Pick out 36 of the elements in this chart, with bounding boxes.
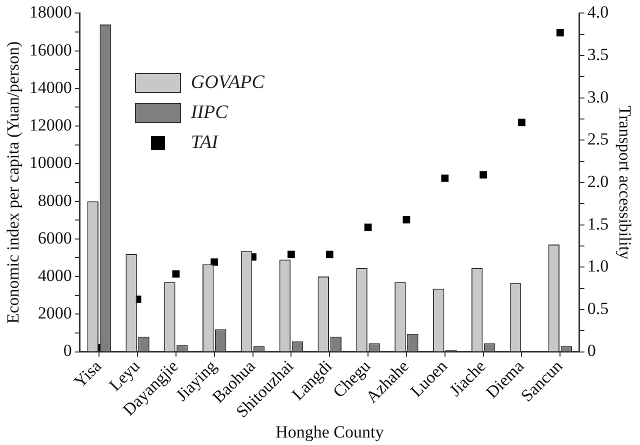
y2-tick-label: 2.0 xyxy=(587,172,609,191)
point xyxy=(364,224,372,232)
point xyxy=(172,270,180,278)
legend-label: GOVAPC xyxy=(190,71,264,96)
y2-axis-title: Transport accessibility xyxy=(615,106,634,260)
y2-tick-label: 0.5 xyxy=(587,298,609,318)
y-tick-label: 2000 xyxy=(38,304,72,323)
point xyxy=(402,216,410,224)
y2-tick-label: 1.0 xyxy=(587,256,609,276)
y2-tick-label: 1.5 xyxy=(587,214,609,234)
y2-tick-label: 2.5 xyxy=(587,130,609,149)
point xyxy=(518,118,526,126)
y-tick-label: 14000 xyxy=(29,78,72,97)
point xyxy=(480,171,487,179)
y-tick-label: 4000 xyxy=(38,266,72,285)
x-tick-label: Yisa xyxy=(70,356,106,392)
y-tick-label: 16000 xyxy=(29,40,72,60)
y2-tick-label: 0 xyxy=(587,341,596,360)
point xyxy=(326,250,334,258)
point xyxy=(288,250,295,258)
legend-label: IIPC xyxy=(190,101,228,126)
y2-tick-label: 3.0 xyxy=(587,87,609,106)
y-tick-label: 8000 xyxy=(38,190,72,210)
point xyxy=(210,258,218,266)
y-axis-title: Economic index per capita (Yuan/person) xyxy=(4,41,23,324)
y-tick-label: 10000 xyxy=(29,153,72,172)
y-tick-label: 0 xyxy=(63,341,72,360)
y-tick-label: 12000 xyxy=(29,116,72,135)
y-tick-label: 18000 xyxy=(29,2,72,22)
legend-label: TAI xyxy=(190,131,218,156)
point xyxy=(556,28,564,36)
y2-tick-label: 3.5 xyxy=(587,44,609,64)
point xyxy=(441,174,449,182)
y2-tick-label: 4.0 xyxy=(587,2,609,22)
y-tick-label: 6000 xyxy=(38,228,72,248)
x-axis-title: Honghe County xyxy=(276,422,384,442)
